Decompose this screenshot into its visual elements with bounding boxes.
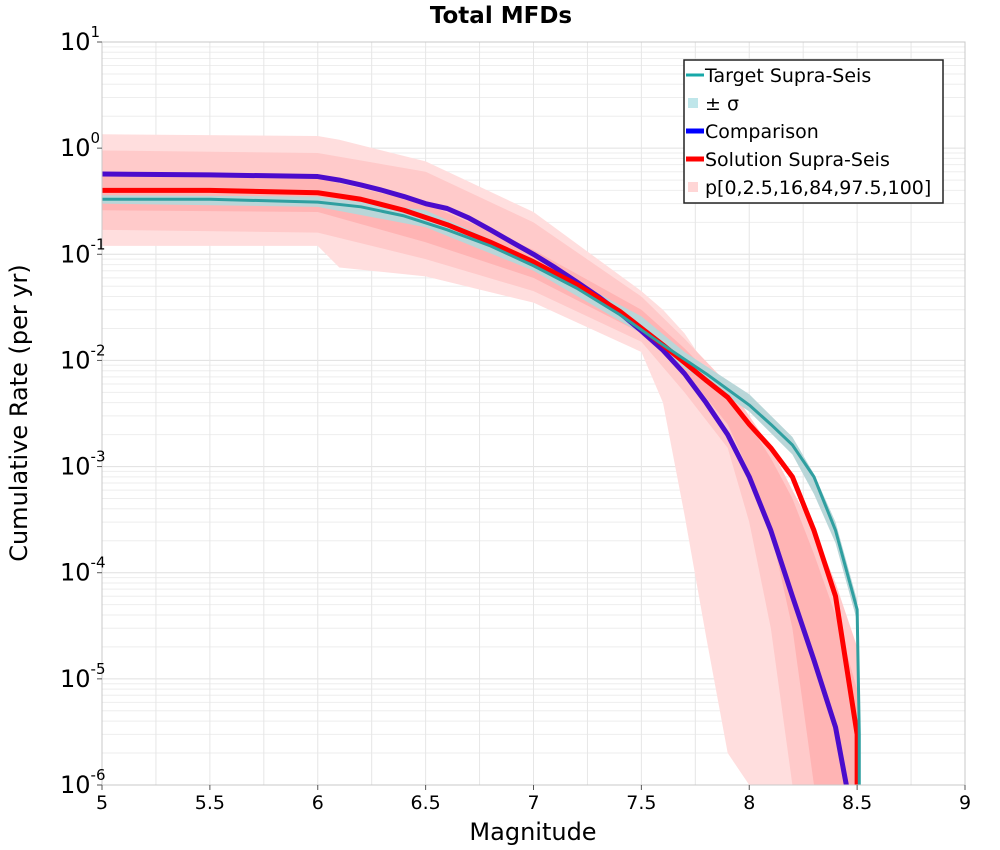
legend-swatch	[688, 182, 698, 192]
legend-box	[683, 59, 944, 204]
chart-title: Total MFDs	[430, 3, 572, 29]
x-tick-label: 7.5	[626, 792, 656, 814]
legend-swatch	[688, 98, 698, 108]
y-tick-label: 101	[60, 23, 100, 56]
band-p2-5-p97-5	[102, 150, 858, 785]
y-tick-label: 10-3	[60, 448, 106, 481]
legend-label: Target Supra-Seis	[704, 65, 871, 87]
legend-label: Solution Supra-Seis	[705, 149, 890, 171]
x-axis-label: Magnitude	[469, 818, 596, 846]
y-axis-label: Cumulative Rate (per yr)	[5, 264, 33, 562]
x-tick-label: 7	[527, 792, 539, 814]
y-tick-label: 10-5	[60, 660, 106, 693]
x-tick-label: 5.5	[195, 792, 225, 814]
x-tick-label: 5	[96, 792, 108, 814]
legend-label: ± σ	[705, 93, 739, 115]
x-tick-label: 6	[312, 792, 324, 814]
x-tick-label: 8	[743, 792, 755, 814]
legend-label: p[0,2.5,16,84,97.5,100]	[705, 177, 931, 199]
series-lines	[101, 171, 861, 786]
y-tick-label: 10-1	[60, 235, 106, 268]
legend: Target Supra-Seis ± σ Comparison Solution S…	[683, 59, 944, 204]
y-tick-label: 10-6	[60, 766, 106, 799]
y-tick-label: 100	[60, 129, 100, 162]
x-tick-label: 8.5	[842, 792, 872, 814]
series-line-comparison	[101, 171, 849, 786]
series-line-target-supra-seis	[102, 197, 861, 785]
y-tick-label: 10-4	[60, 554, 106, 587]
axis-ticks: 5 5.5 6 6.5 7 7.5 8 8.5 9 101 100 10-1 10-2 10-3 10-4 1…	[60, 23, 971, 814]
y-tick-label: 10-2	[60, 341, 106, 374]
legend-label: Comparison	[705, 121, 819, 143]
x-tick-label: 9	[959, 792, 971, 814]
x-tick-label: 6.5	[411, 792, 441, 814]
